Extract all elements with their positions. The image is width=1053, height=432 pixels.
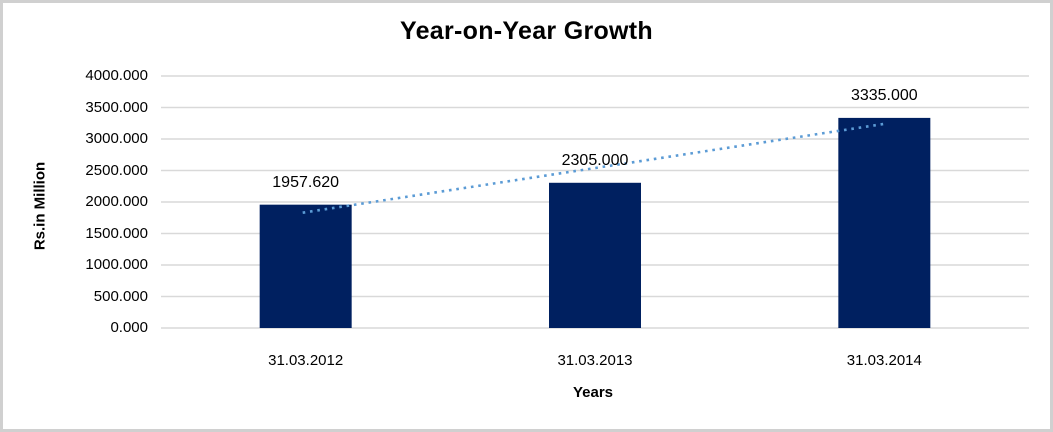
chart-title: Year-on-Year Growth xyxy=(400,17,653,45)
x-category-label: 31.03.2014 xyxy=(846,352,922,369)
y-tick-label: 1000.000 xyxy=(85,256,148,273)
y-tick-label: 2000.000 xyxy=(85,193,148,210)
y-tick-label: 500.000 xyxy=(93,287,148,305)
x-axis-title: Years xyxy=(572,384,614,401)
bar-31.03.2014 xyxy=(838,117,931,329)
y-tick-label: 4000.000 xyxy=(85,67,148,84)
y-tick-label: 1500.000 xyxy=(85,224,148,242)
y-tick-label: 3000.000 xyxy=(85,130,148,147)
y-tick-label: 2500.000 xyxy=(85,161,148,179)
bar-data-label: 1957.620 xyxy=(272,173,340,191)
bar-31.03.2012 xyxy=(259,204,352,328)
bar-data-label: 2305.000 xyxy=(561,151,629,169)
bar-data-label: 3335.000 xyxy=(850,86,918,104)
y-tick-label: 0.000 xyxy=(110,319,148,336)
y-tick-label: 3500.000 xyxy=(85,98,148,116)
x-category-label: 31.03.2013 xyxy=(557,352,633,369)
bar-31.03.2013 xyxy=(549,182,641,328)
y-axis-title: Rs.in Million xyxy=(31,161,49,251)
x-category-label: 31.03.2012 xyxy=(268,352,344,369)
